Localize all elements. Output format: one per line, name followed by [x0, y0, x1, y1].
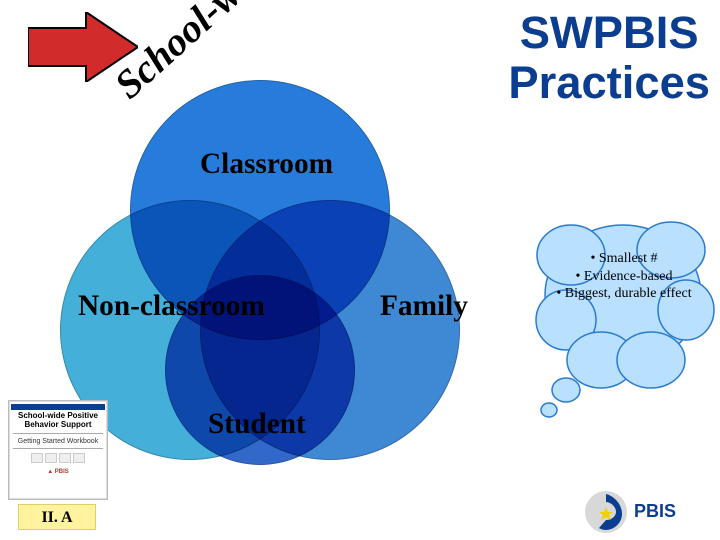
pbis-logo: PBIS [584, 488, 714, 536]
slide-title: SWPBISPractices [508, 8, 710, 108]
pbis-logo-text: PBIS [634, 503, 676, 520]
workbook-subtitle: Getting Started Workbook [11, 438, 105, 446]
workbook-thumb-grid [11, 453, 105, 463]
venn-label-classroom: Classroom [200, 148, 333, 181]
thought-cloud [531, 200, 716, 420]
workbook-pbis-mark: ▲ PBIS [11, 469, 105, 476]
venn-label-non-classroom: Non-classroom [78, 290, 265, 323]
divider [13, 448, 103, 449]
pbis-logo-mark [584, 490, 628, 534]
title-line2: Practices [508, 58, 710, 108]
divider [13, 433, 103, 434]
cloud-bullet: • Smallest # [544, 250, 704, 268]
workbook-title-2: Behavior Support [11, 421, 105, 430]
workbook-header-bar [11, 404, 105, 410]
cloud-bullet: • Biggest, durable effect [544, 285, 704, 303]
slide-stage: SWPBISPractices School-wide ClassroomNon… [0, 0, 720, 540]
section-reference: II. A [18, 504, 96, 530]
venn-label-family: Family [380, 290, 468, 323]
venn-label-student: Student [208, 408, 306, 441]
pbis-wordmark: PBIS [634, 503, 676, 520]
title-line1: SWPBIS [508, 8, 710, 58]
cloud-bullets: • Smallest #• Evidence-based• Biggest, d… [544, 250, 704, 303]
workbook-thumbnail: School-wide Positive Behavior Support Ge… [8, 400, 108, 500]
cloud-bullet: • Evidence-based [544, 268, 704, 286]
